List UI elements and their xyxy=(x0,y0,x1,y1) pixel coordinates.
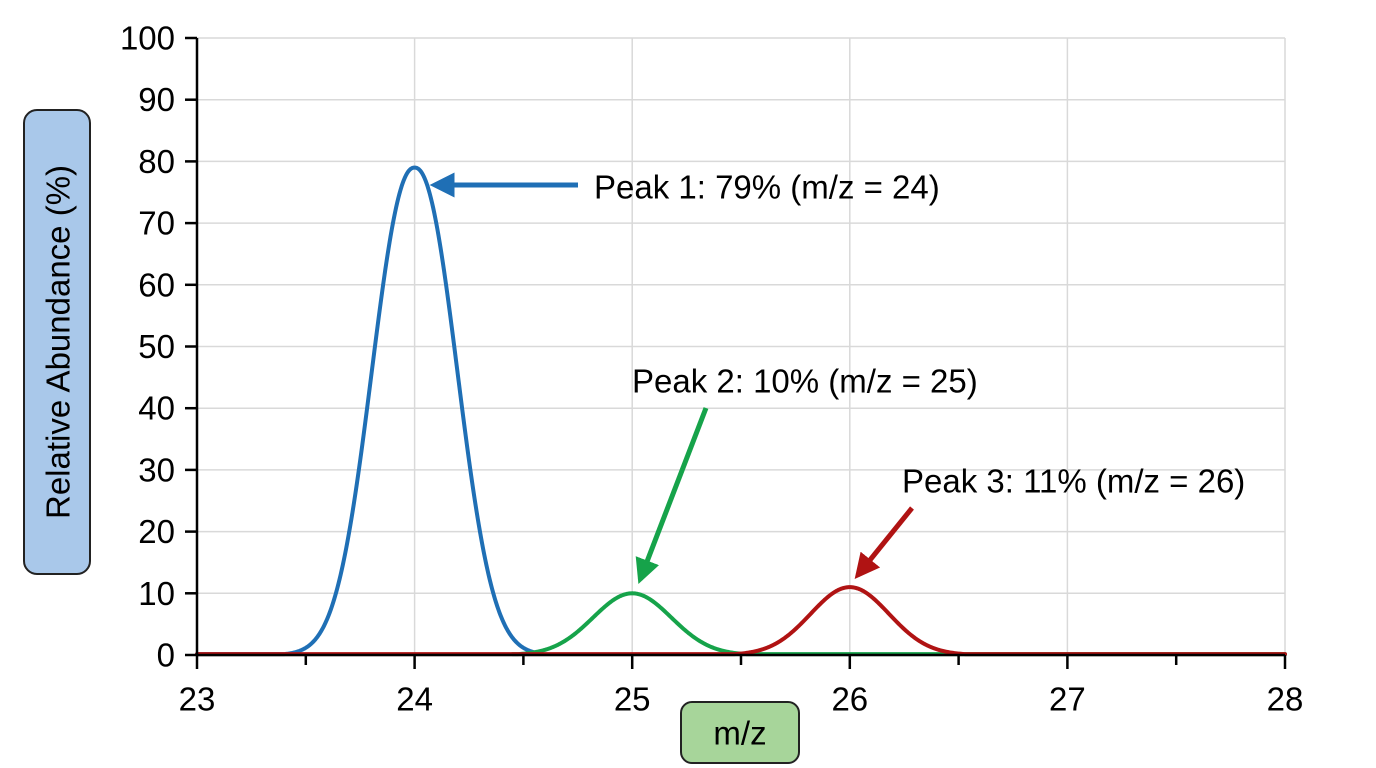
y-tick-label-90: 90 xyxy=(138,81,175,118)
y-tick-label-100: 100 xyxy=(120,20,175,57)
series-line-1 xyxy=(195,165,537,657)
annotation-label-1: Peak 1: 79% (m/z = 24) xyxy=(594,169,940,206)
annotations: Peak 1: 79% (m/z = 24) Peak 2: 10% (m/z =… xyxy=(429,169,1245,584)
x-tick-label-26: 26 xyxy=(831,681,868,718)
x-axis-label: m/z xyxy=(680,701,800,764)
y-tick-label-70: 70 xyxy=(138,205,175,242)
y-axis-label-text: Relative Abundance (%) xyxy=(40,165,77,519)
x-tick-label-27: 27 xyxy=(1049,681,1086,718)
y-tick-label-0: 0 xyxy=(157,637,175,674)
series-layer xyxy=(195,165,1287,657)
x-tick-label-28: 28 xyxy=(1267,681,1304,718)
y-tick-label-40: 40 xyxy=(138,390,175,427)
y-tick-label-10: 10 xyxy=(138,575,175,612)
x-axis-label-box xyxy=(680,701,800,764)
x-axis-label-text: m/z xyxy=(713,715,766,752)
y-tick-label-50: 50 xyxy=(138,328,175,365)
axes xyxy=(185,36,1287,669)
y-axis-label-box xyxy=(23,109,91,575)
x-tick-label-25: 25 xyxy=(614,681,651,718)
series-line-3 xyxy=(195,585,1287,657)
x-tick-label-24: 24 xyxy=(396,681,433,718)
tick-labels: 0 10 20 30 40 50 60 70 80 90 100 23 24 25 26 27 28 xyxy=(120,20,1303,718)
annotation-label-2: Peak 2: 10% (m/z = 25) xyxy=(632,363,978,400)
y-tick-label-80: 80 xyxy=(138,143,175,180)
x-tick-label-23: 23 xyxy=(179,681,216,718)
y-axis-label: Relative Abundance (%) xyxy=(23,109,91,575)
annotation-label-3: Peak 3: 11% (m/z = 26) xyxy=(902,463,1245,500)
y-tick-label-30: 30 xyxy=(138,451,175,488)
y-tick-label-60: 60 xyxy=(138,266,175,303)
annotation-arrow-3 xyxy=(854,506,914,580)
grid-lines xyxy=(197,37,1286,655)
y-tick-label-20: 20 xyxy=(138,513,175,550)
annotation-arrow-2 xyxy=(635,407,709,584)
